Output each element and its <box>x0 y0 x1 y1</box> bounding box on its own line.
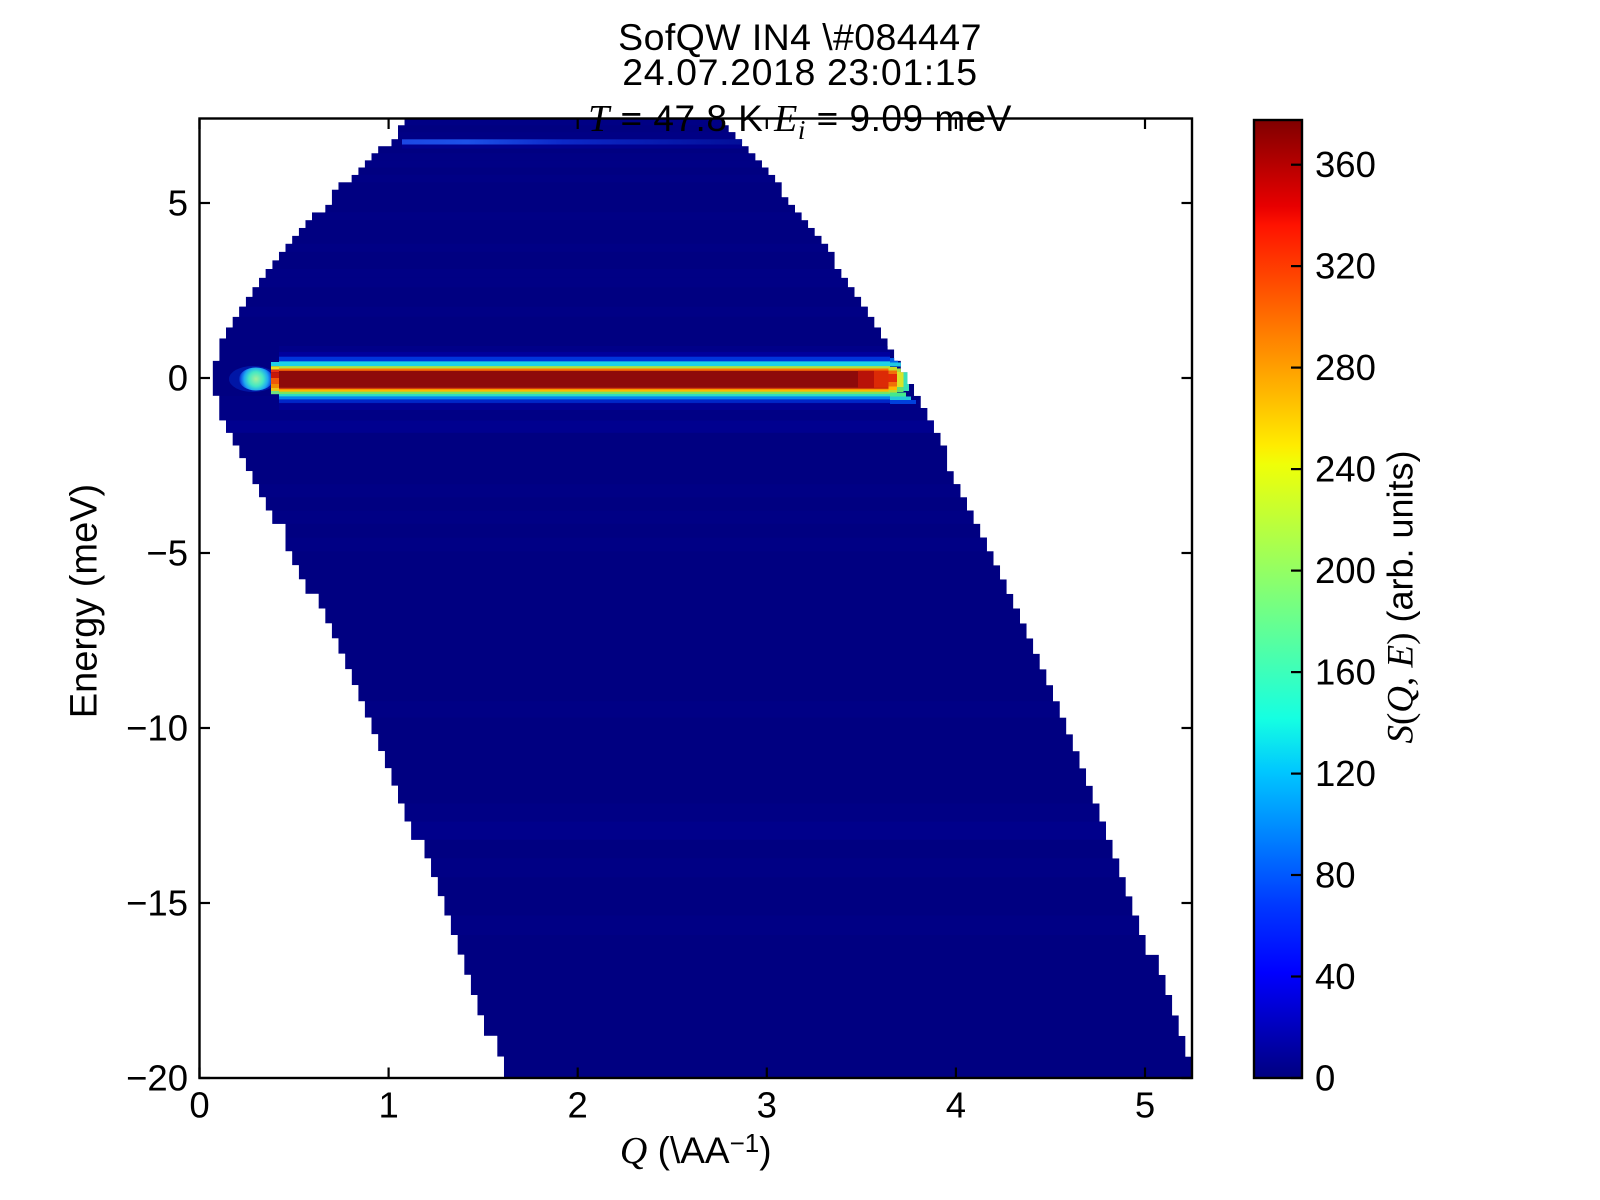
svg-text:160: 160 <box>1315 652 1376 693</box>
svg-text:−5: −5 <box>146 533 188 574</box>
svg-text:3: 3 <box>757 1085 777 1126</box>
svg-text:S(Q, E) (arb. units): S(Q, E) (arb. units) <box>1380 450 1422 743</box>
svg-text:280: 280 <box>1315 347 1376 388</box>
svg-text:5: 5 <box>1135 1085 1155 1126</box>
svg-text:0: 0 <box>1315 1058 1335 1099</box>
svg-text:4: 4 <box>946 1085 966 1126</box>
svg-text:120: 120 <box>1315 753 1376 794</box>
svg-text:240: 240 <box>1315 449 1376 490</box>
svg-text:0: 0 <box>189 1085 209 1126</box>
svg-text:0: 0 <box>168 358 188 399</box>
svg-text:−10: −10 <box>126 708 188 749</box>
svg-text:SofQW IN4 \#084447: SofQW IN4 \#084447 <box>618 16 982 58</box>
svg-text:320: 320 <box>1315 246 1376 287</box>
svg-text:2: 2 <box>568 1085 588 1126</box>
svg-text:24.07.2018 23:01:15: 24.07.2018 23:01:15 <box>622 51 977 93</box>
svg-text:80: 80 <box>1315 855 1356 896</box>
svg-text:5: 5 <box>168 183 188 224</box>
svg-text:Energy (meV): Energy (meV) <box>64 484 106 718</box>
svg-text:−15: −15 <box>126 883 188 924</box>
svg-text:−20: −20 <box>126 1058 188 1099</box>
svg-text:360: 360 <box>1315 144 1376 185</box>
svg-text:1: 1 <box>378 1085 398 1126</box>
svg-text:200: 200 <box>1315 550 1376 591</box>
svg-text:40: 40 <box>1315 956 1356 997</box>
